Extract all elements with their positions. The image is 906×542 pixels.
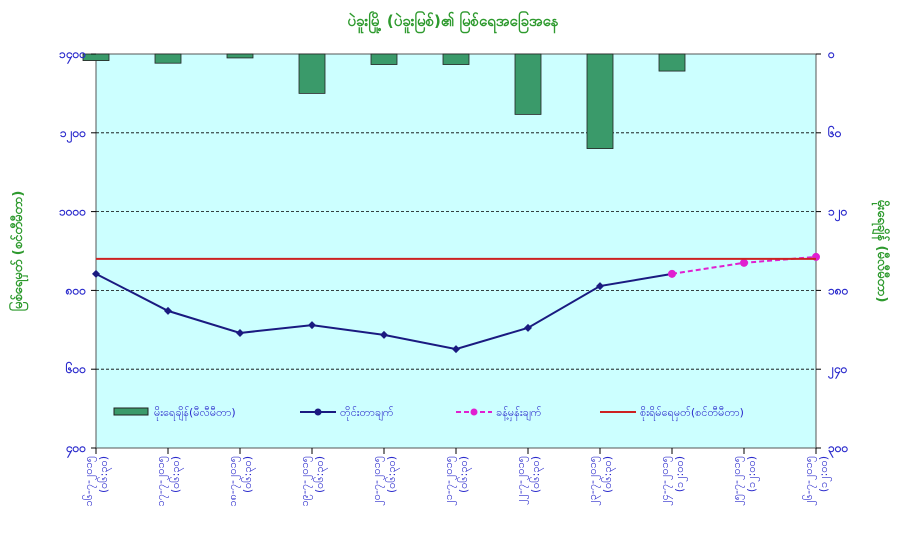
left-tick-label: ၁၂၀၀ [60,126,86,144]
legend-label: ခန့်မှန်းချက် [496,406,542,421]
observed-point [164,306,172,315]
rainfall-bar [154,53,182,64]
observed-point [308,321,316,330]
rainfall-bar [226,53,254,59]
x-tick-time: (၀၆:၃၀) [529,456,544,493]
x-tick-time: (၀၆:၃၀) [385,456,400,493]
x-tick-time: (၀၆:၃၀) [241,456,256,493]
x-tick-date: ၂၄-၇-၂၀၁၅ [658,456,673,506]
observed-point [92,269,100,278]
x-tick-date: ၂၂-၇-၂၀၁၅ [514,456,529,505]
observed-point [524,323,532,332]
left-tick-label: ၄၀၀ [65,441,87,459]
legend-marker [470,408,478,416]
legend-label: တိုင်းတာချက် [340,406,394,421]
rainfall-bar [442,53,470,65]
observed-point [236,328,244,337]
right-tick-label: ၂၄၀ [827,362,848,380]
right-tick-label: ၁၈၀ [828,283,849,297]
rainfall-bar [370,53,398,65]
x-tick-time: (၀၆:၃၀) [457,456,472,493]
x-tick-date: ၁၇-၇-၂၀၁၅ [154,456,169,506]
left-tick-label: ၁၄၀၀ [59,47,86,65]
rainfall-bar [82,53,110,61]
x-tick-date: ၁၈-၇-၂၀၁၅ [226,456,241,507]
observed-point [452,345,460,354]
x-tick-time: (၀၆:၃၀) [97,456,112,493]
x-tick-time: (၁၂:၀၀) [817,456,832,492]
rainfall-bar [298,53,326,94]
forecast-point [740,258,748,267]
right-tick-label: ၁၂၀ [828,205,848,223]
x-tick-date: ၂၆-၇-၂၀၁၅ [802,456,817,506]
x-tick-date: ၁၆-၇-၂၀၁၅ [82,456,97,506]
observed-point [380,330,388,339]
rainfall-bar [658,53,686,72]
rainfall-bar [514,53,542,115]
right-tick-label: ၀ [827,47,835,61]
right-tick-label: ၆၀ [827,124,842,140]
legend-label: စိုးရိမ်ရေမှတ်(စင်တီမီတာ) [640,406,744,421]
x-tick-date: ၂၅-၇-၂၀၁၅ [730,456,745,506]
left-tick-label: ၁၀၀၀ [59,205,86,219]
x-tick-time: (၀၆:၃၀) [169,456,184,493]
x-tick-date: ၂၃-၇-၂၀၁၅ [586,456,601,506]
right-axis-title: မိုးရေချိန် (မီလီမီတာ) [871,200,891,303]
x-tick-time: (၁၂:၀၀) [745,456,760,492]
forecast-point [668,269,676,278]
x-tick-date: ၂၁-၇-၂၀၁၅ [442,456,457,506]
legend-swatch-rainfall [113,407,149,416]
x-tick-date: ၁၉-၇-၂၀၁၅ [298,456,313,506]
x-tick-time: (၀၆:၃၀) [601,456,616,493]
left-tick-label: ၈၀၀ [65,283,87,297]
rainfall-bar [586,53,614,149]
x-tick-time: (၀၆:၃၀) [313,456,328,493]
left-tick-label: ၆၀၀ [65,360,87,376]
plot-area [95,53,817,449]
legend-label: မိုးရေချိန်(မီလီမီတာ) [154,406,236,421]
observed-point [596,282,604,291]
x-tick-time: (၁၂:၀၀) [673,456,688,492]
legend-marker [314,408,322,416]
left-axis-title: မြစ်ရေမှတ် (စင်တီမီတာ) [8,191,29,312]
chart-title: ပဲခူးမြို့ (ပဲခူးမြစ်)၏ မြစ်ရေအခြေအနေ [347,10,558,34]
right-tick-label: ၃၀၀ [828,441,849,459]
x-tick-date: ၂၀-၇-၂၀၁၅ [370,456,385,506]
